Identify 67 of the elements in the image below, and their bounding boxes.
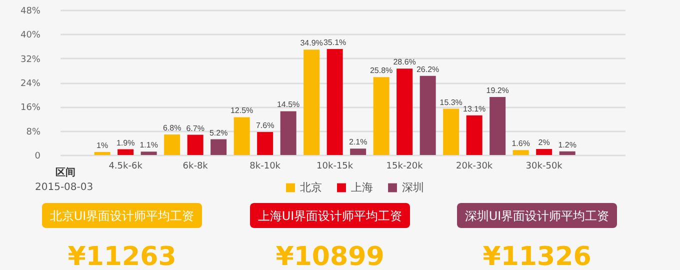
x-tick-label: 8k-10k xyxy=(250,162,282,172)
y-tick-label: 40% xyxy=(20,30,41,41)
data-label: 1.1% xyxy=(140,140,158,150)
x-axis-title: 区间 xyxy=(56,166,76,178)
data-label: 12.5% xyxy=(230,106,254,116)
text: 上海UI界面设计师平均工资 xyxy=(258,209,402,223)
data-label: 2% xyxy=(538,138,550,147)
bar xyxy=(118,149,134,155)
data-label: 13.1% xyxy=(462,104,486,114)
data-label: 28.6% xyxy=(393,58,416,67)
legend-label: 上海 xyxy=(351,180,373,194)
text: 北京UI界面设计师平均工资 xyxy=(50,209,194,223)
legend-label: 北京 xyxy=(300,180,322,194)
x-tick-label: 4.5k-6k xyxy=(108,162,144,172)
y-tick-label: 0 xyxy=(34,152,41,162)
data-label: 1.9% xyxy=(116,138,135,148)
data-label: 15.3% xyxy=(440,98,462,107)
bar xyxy=(280,111,296,155)
bar xyxy=(234,117,250,155)
data-label: 6.8% xyxy=(162,123,182,132)
y-tick-label: 16% xyxy=(20,103,41,114)
x-tick-label: 15k-20k xyxy=(386,162,424,172)
text: ¥11263 xyxy=(68,242,176,270)
data-label: 6.7% xyxy=(186,124,204,133)
data-label: 35.1% xyxy=(323,38,346,47)
bar xyxy=(140,152,157,155)
text: ¥10899 xyxy=(276,242,384,270)
x-tick-label: 10k-15k xyxy=(316,162,354,172)
bar xyxy=(350,148,366,155)
bar xyxy=(187,134,204,155)
bar xyxy=(420,76,436,155)
text: ¥11326 xyxy=(482,242,592,270)
data-label: 1% xyxy=(96,140,108,150)
data-label: 25.8% xyxy=(370,66,393,76)
text: 2015-08-03 xyxy=(35,182,94,193)
bar xyxy=(373,77,390,155)
data-label: 7.6% xyxy=(256,121,274,130)
bar xyxy=(257,132,274,155)
bar xyxy=(559,151,576,155)
bar xyxy=(512,150,529,155)
data-label: 34.9% xyxy=(300,38,323,48)
y-tick-label: 48% xyxy=(20,6,41,16)
bar xyxy=(536,148,552,155)
bar xyxy=(210,139,227,155)
bar xyxy=(164,134,180,155)
bar xyxy=(304,50,320,155)
data-label: 2.1% xyxy=(348,138,368,147)
x-tick-label: 20k-30k xyxy=(456,162,494,172)
data-label: 1.6% xyxy=(512,139,530,148)
y-tick-label: 24% xyxy=(20,79,41,89)
legend-label: 深圳 xyxy=(402,180,424,194)
data-label: 1.2% xyxy=(558,140,576,150)
bar xyxy=(396,68,413,155)
y-tick-label: 8% xyxy=(26,127,41,138)
data-label: 5.2% xyxy=(209,128,228,138)
y-tick-label: 32% xyxy=(20,54,41,65)
data-label: 14.5% xyxy=(276,100,300,110)
text: 深圳UI界面设计师平均工资 xyxy=(464,209,610,223)
data-label: 26.2% xyxy=(416,64,440,74)
bar xyxy=(326,48,343,155)
bar xyxy=(466,115,482,155)
x-tick-label: 6k-8k xyxy=(182,162,209,172)
data-label: 19.2% xyxy=(486,86,509,95)
bar xyxy=(490,97,506,155)
x-tick-label: 30k-50k xyxy=(526,162,564,172)
bar xyxy=(443,108,460,155)
bar xyxy=(94,152,110,155)
